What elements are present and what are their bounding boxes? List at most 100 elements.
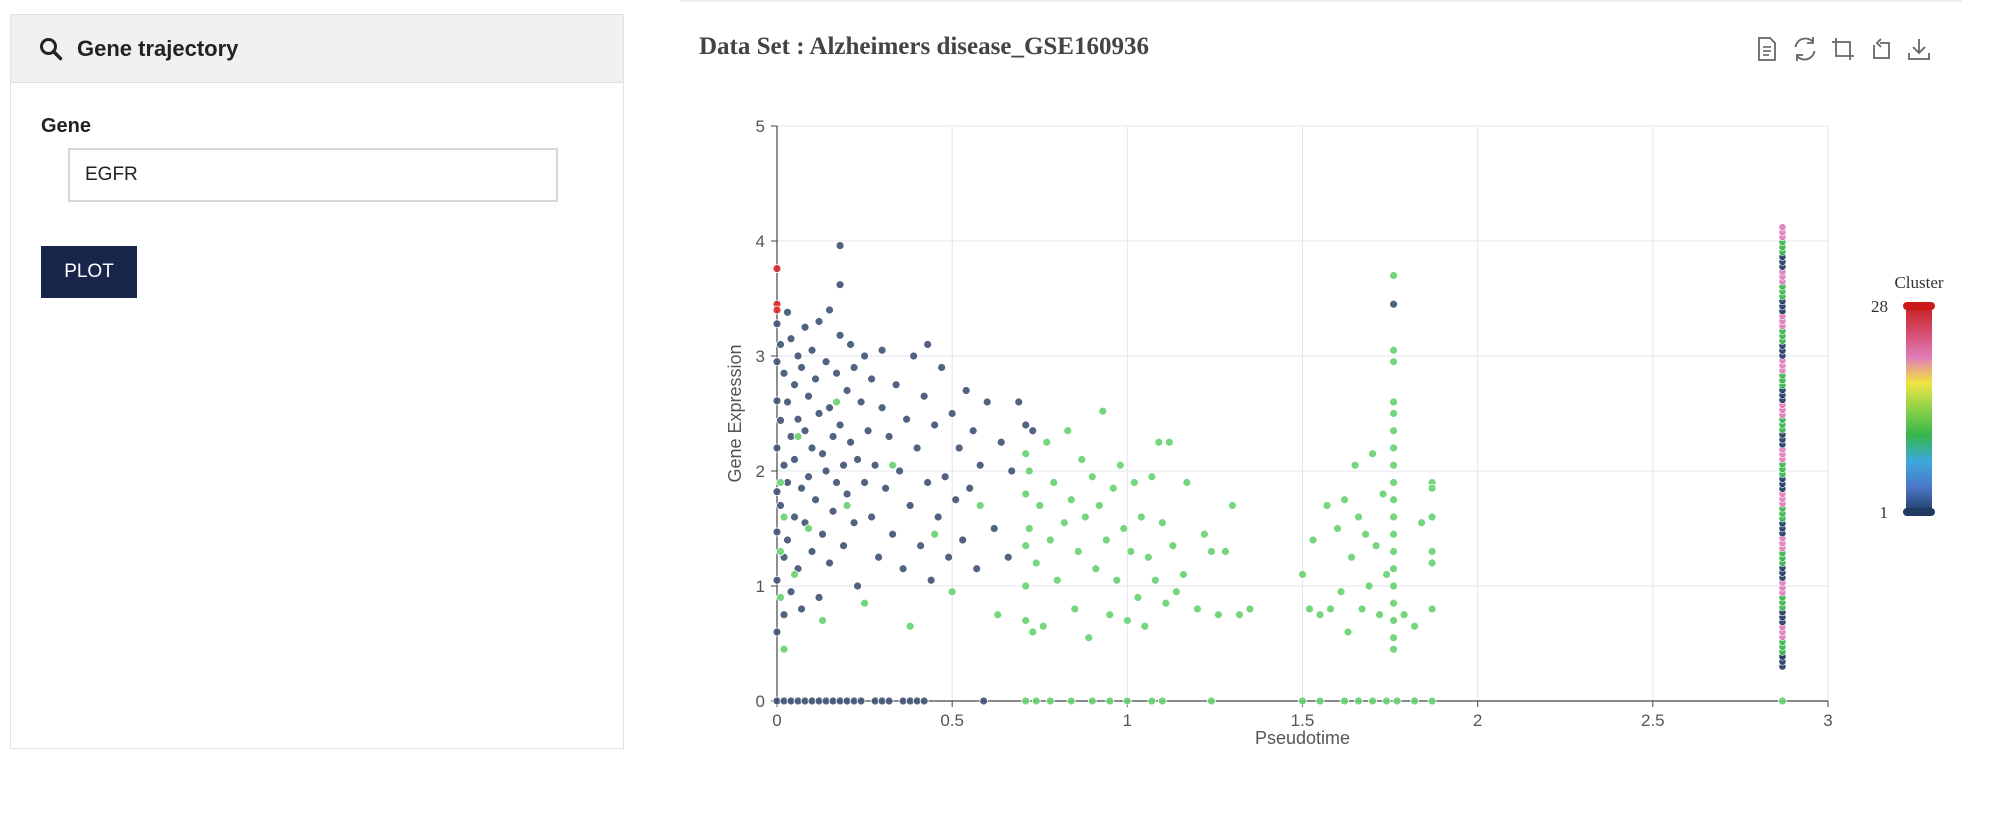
legend-title: Cluster	[1894, 273, 1943, 292]
data-point	[779, 610, 789, 620]
data-point	[944, 552, 954, 562]
data-point	[884, 432, 894, 441]
data-point	[912, 443, 922, 453]
y-tick-label: 5	[756, 117, 765, 136]
data-point	[835, 420, 845, 430]
x-tick-label: 2.5	[1641, 711, 1665, 730]
data-point	[1077, 455, 1087, 464]
y-tick-label: 3	[756, 347, 765, 366]
data-point	[888, 529, 898, 539]
zoom-icon[interactable]	[1828, 34, 1858, 64]
data-point	[1112, 575, 1122, 585]
data-point	[849, 363, 859, 372]
data-point	[1133, 593, 1143, 602]
gene-trajectory-panel: Gene trajectory Gene PLOT	[10, 14, 624, 749]
data-point	[772, 305, 782, 315]
data-point	[1389, 495, 1398, 505]
data-point	[1080, 512, 1090, 522]
data-point	[919, 391, 929, 401]
data-point	[832, 397, 841, 407]
data-point	[839, 460, 848, 470]
data-point	[877, 403, 887, 413]
restore-icon[interactable]	[1790, 34, 1820, 64]
data-point	[1193, 604, 1202, 614]
data-point	[1073, 547, 1083, 556]
data-point	[772, 443, 782, 453]
data-point	[793, 351, 803, 361]
data-point	[1045, 696, 1055, 706]
data-point	[825, 558, 834, 568]
data-point	[1154, 437, 1164, 447]
legend-min-label: 1	[1880, 503, 1889, 522]
data-point	[828, 506, 838, 516]
x-axis-label: Pseudotime	[1255, 728, 1350, 748]
data-point	[1091, 564, 1101, 574]
y-tick-label: 2	[756, 462, 765, 481]
data-point	[797, 483, 806, 493]
data-point	[1343, 627, 1353, 637]
data-point	[793, 414, 803, 424]
zoom-reset-icon[interactable]	[1866, 34, 1896, 64]
data-point	[1045, 535, 1055, 545]
data-point	[856, 397, 866, 407]
data-point	[1298, 570, 1307, 579]
data-point	[1105, 610, 1115, 620]
data-point	[1305, 604, 1314, 614]
data-point	[867, 374, 876, 384]
data-point	[1021, 420, 1031, 430]
data-point	[1357, 604, 1367, 614]
data-point	[961, 386, 971, 395]
data-point	[916, 541, 926, 551]
data-point	[923, 340, 933, 349]
data-point	[1164, 437, 1174, 447]
data-point	[1143, 552, 1153, 562]
data-point	[1389, 564, 1398, 574]
plot-button[interactable]: PLOT	[41, 246, 137, 298]
data-point	[972, 564, 982, 574]
data-point	[1228, 501, 1237, 510]
data-point	[800, 426, 810, 436]
download-icon[interactable]	[1904, 34, 1934, 64]
data-point	[1245, 604, 1255, 614]
data-point	[930, 420, 940, 430]
data-point	[1161, 598, 1171, 608]
data-point	[1214, 610, 1223, 620]
data-point	[1122, 696, 1132, 706]
data-point	[1427, 558, 1437, 568]
data-point	[1024, 524, 1034, 533]
data-point	[979, 696, 989, 706]
data-point	[776, 415, 785, 425]
panel-title: Gene trajectory	[77, 35, 239, 61]
x-tick-label: 1	[1123, 711, 1132, 730]
data-point	[818, 529, 827, 539]
data-point	[947, 409, 957, 418]
data-point	[996, 437, 1006, 447]
data-point	[807, 547, 817, 556]
data-point	[1427, 696, 1437, 706]
data-point	[1003, 552, 1013, 562]
data-point	[1094, 501, 1104, 510]
data-view-icon[interactable]	[1752, 34, 1782, 64]
data-point	[1066, 696, 1076, 706]
data-point	[1007, 466, 1017, 476]
data-point	[825, 305, 834, 315]
data-point	[860, 351, 869, 361]
data-point	[786, 587, 796, 597]
data-point	[947, 587, 957, 597]
data-point	[807, 443, 817, 453]
gene-input[interactable]	[68, 148, 558, 202]
data-point	[1322, 501, 1332, 510]
gene-label: Gene	[41, 115, 92, 137]
data-point	[933, 512, 943, 522]
data-point	[1371, 541, 1381, 551]
data-point	[1021, 616, 1031, 625]
data-point	[1389, 299, 1398, 309]
data-point	[975, 501, 985, 510]
data-point	[1021, 696, 1031, 706]
data-point	[853, 455, 862, 464]
chart-toolbar	[1752, 34, 1934, 64]
data-point	[975, 460, 985, 470]
data-point	[1084, 633, 1094, 643]
data-point	[846, 437, 855, 447]
